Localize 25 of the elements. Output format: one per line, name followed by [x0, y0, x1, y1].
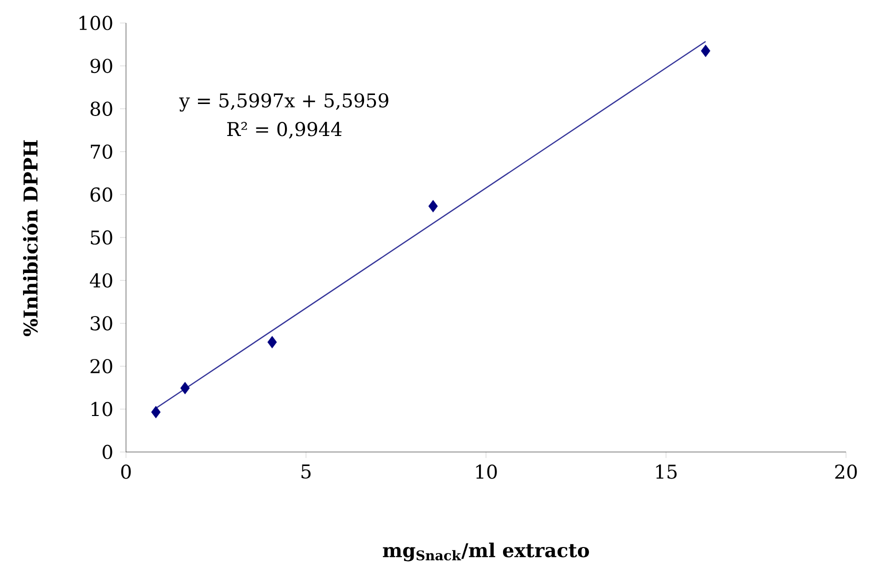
x-tick-label: 15	[656, 464, 677, 479]
y-tick-label: 80	[90, 102, 112, 116]
x-tick-label: 10	[476, 464, 497, 479]
y-tick-label: 0	[102, 444, 112, 460]
y-axis-title: %Inhibición DPPH	[22, 140, 38, 336]
y-tick-label: 30	[90, 316, 112, 330]
y-tick-label: 100	[80, 16, 112, 30]
point	[151, 406, 161, 418]
y-tick-label: 60	[90, 187, 112, 202]
point	[267, 336, 277, 348]
point	[428, 200, 438, 212]
annotation: y = 5,5997x + 5,5959	[179, 93, 388, 112]
x-tick-label: 20	[835, 464, 857, 479]
x-axis-title: mg$_{Snack}$/ml extracto	[382, 542, 589, 562]
point	[700, 44, 710, 58]
annotation: R² = 0,9944	[227, 122, 342, 139]
y-tick-label: 20	[90, 359, 112, 374]
y-tick-label: 40	[90, 273, 112, 288]
y-tick-label: 90	[90, 58, 112, 74]
x-tick-label: 5	[302, 464, 311, 479]
point	[180, 382, 190, 394]
y-tick-label: 70	[90, 144, 112, 159]
y-tick-label: 50	[90, 230, 112, 245]
x-tick-label: 0	[121, 464, 131, 479]
y-tick-label: 10	[92, 402, 112, 416]
